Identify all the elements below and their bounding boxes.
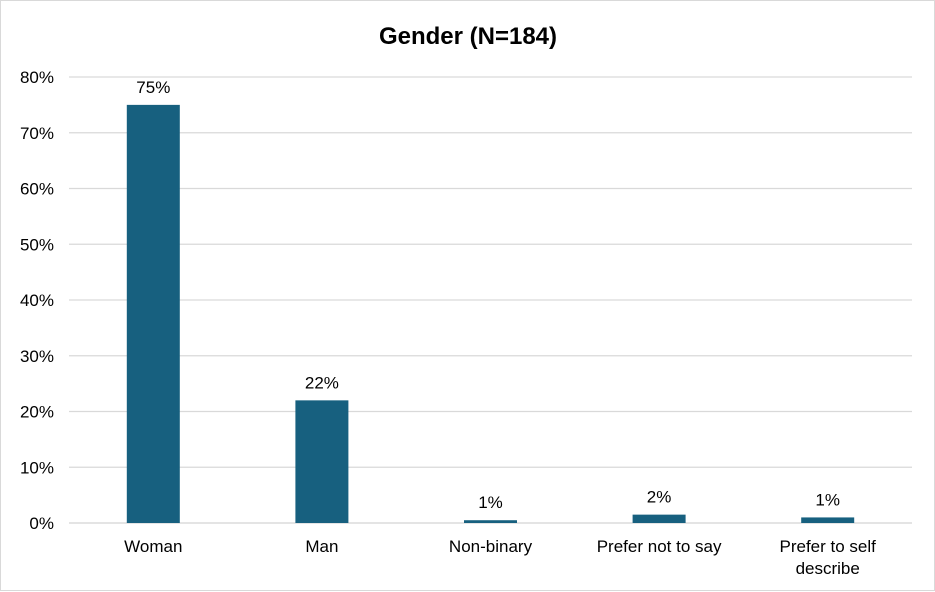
y-tick-label: 10% xyxy=(20,458,54,477)
x-category-label: Non-binary xyxy=(449,537,533,556)
x-category-label: Prefer not to say xyxy=(597,537,722,556)
data-labels: 75% 22% 1% 2% 1% xyxy=(136,78,840,512)
bar-prefer-to-self-describe xyxy=(801,517,855,523)
x-category-label: Prefer to self describe xyxy=(780,537,877,578)
y-tick-label: 0% xyxy=(29,514,54,533)
data-label: 22% xyxy=(305,373,339,392)
data-label: 1% xyxy=(815,490,840,509)
y-tick-label: 40% xyxy=(20,291,54,310)
data-label: 1% xyxy=(478,493,503,512)
y-tick-label: 80% xyxy=(20,68,54,87)
data-label: 75% xyxy=(136,78,170,97)
y-axis-ticks: 0% 10% 20% 30% 40% 50% 60% 70% 80% xyxy=(20,68,54,533)
y-tick-label: 20% xyxy=(20,403,54,422)
bar-man xyxy=(295,400,349,523)
data-label: 2% xyxy=(647,488,672,507)
x-category-label: Man xyxy=(305,537,338,556)
x-category-label: Woman xyxy=(124,537,182,556)
y-tick-label: 30% xyxy=(20,347,54,366)
y-tick-label: 70% xyxy=(20,124,54,143)
bar-woman xyxy=(126,104,180,523)
bar-non-binary xyxy=(464,520,517,523)
gridlines xyxy=(69,76,912,524)
x-axis-categories: Woman Man Non-binary Prefer not to say Prefe… xyxy=(124,537,876,578)
y-tick-label: 50% xyxy=(20,235,54,254)
bars xyxy=(126,104,855,523)
chart-title: Gender (N=184) xyxy=(379,23,557,50)
bar-prefer-not-to-say xyxy=(632,514,686,523)
y-tick-label: 60% xyxy=(20,180,54,199)
